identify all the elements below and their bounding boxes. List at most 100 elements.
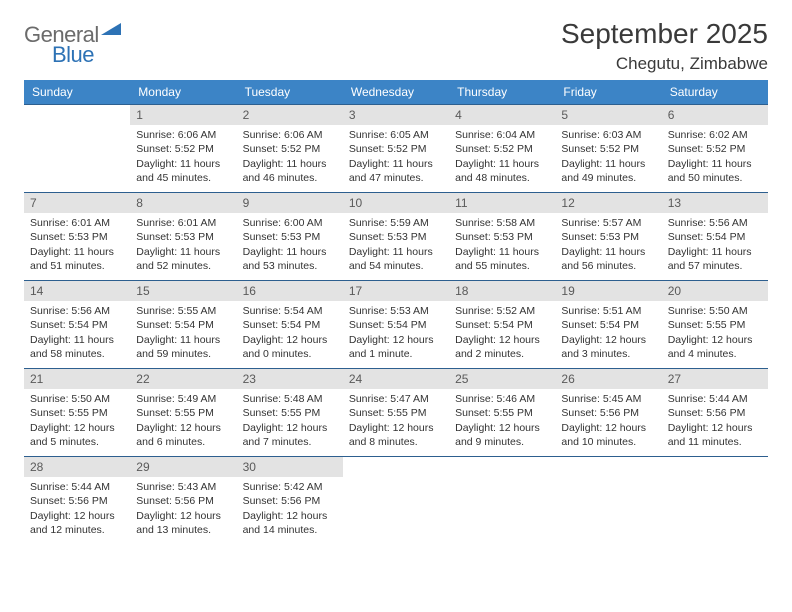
sunrise-line: Sunrise: 5:56 AM (668, 216, 762, 230)
calendar-cell (662, 456, 768, 544)
sunset-line: Sunset: 5:53 PM (243, 230, 337, 244)
sunset-line: Sunset: 5:52 PM (136, 142, 230, 156)
day-info: Sunrise: 5:51 AMSunset: 5:54 PMDaylight:… (555, 301, 661, 365)
day-number: 6 (662, 105, 768, 125)
sunset-line: Sunset: 5:53 PM (30, 230, 124, 244)
day-info: Sunrise: 6:06 AMSunset: 5:52 PMDaylight:… (130, 125, 236, 189)
sunset-line: Sunset: 5:54 PM (668, 230, 762, 244)
day-info: Sunrise: 5:56 AMSunset: 5:54 PMDaylight:… (24, 301, 130, 365)
sunrise-line: Sunrise: 5:44 AM (30, 480, 124, 494)
sunset-line: Sunset: 5:52 PM (455, 142, 549, 156)
calendar-cell: 23Sunrise: 5:48 AMSunset: 5:55 PMDayligh… (237, 368, 343, 456)
day-info: Sunrise: 5:50 AMSunset: 5:55 PMDaylight:… (662, 301, 768, 365)
daylight-line: Daylight: 11 hours and 56 minutes. (561, 245, 655, 273)
day-info: Sunrise: 5:57 AMSunset: 5:53 PMDaylight:… (555, 213, 661, 277)
sunset-line: Sunset: 5:56 PM (668, 406, 762, 420)
calendar-cell: 30Sunrise: 5:42 AMSunset: 5:56 PMDayligh… (237, 456, 343, 544)
day-info: Sunrise: 5:54 AMSunset: 5:54 PMDaylight:… (237, 301, 343, 365)
sunrise-line: Sunrise: 6:06 AM (136, 128, 230, 142)
daylight-line: Daylight: 12 hours and 2 minutes. (455, 333, 549, 361)
day-number: 23 (237, 369, 343, 389)
sunrise-line: Sunrise: 5:49 AM (136, 392, 230, 406)
day-info: Sunrise: 6:01 AMSunset: 5:53 PMDaylight:… (24, 213, 130, 277)
daylight-line: Daylight: 12 hours and 7 minutes. (243, 421, 337, 449)
calendar-cell: 7Sunrise: 6:01 AMSunset: 5:53 PMDaylight… (24, 192, 130, 280)
daylight-line: Daylight: 11 hours and 54 minutes. (349, 245, 443, 273)
sunset-line: Sunset: 5:52 PM (668, 142, 762, 156)
day-info: Sunrise: 5:49 AMSunset: 5:55 PMDaylight:… (130, 389, 236, 453)
sunset-line: Sunset: 5:55 PM (30, 406, 124, 420)
day-number: 10 (343, 193, 449, 213)
calendar-cell: 5Sunrise: 6:03 AMSunset: 5:52 PMDaylight… (555, 104, 661, 192)
day-number: 25 (449, 369, 555, 389)
day-number: 26 (555, 369, 661, 389)
daylight-line: Daylight: 11 hours and 51 minutes. (30, 245, 124, 273)
sunrise-line: Sunrise: 5:52 AM (455, 304, 549, 318)
day-info: Sunrise: 5:56 AMSunset: 5:54 PMDaylight:… (662, 213, 768, 277)
calendar-row: 14Sunrise: 5:56 AMSunset: 5:54 PMDayligh… (24, 280, 768, 368)
daylight-line: Daylight: 12 hours and 6 minutes. (136, 421, 230, 449)
sunrise-line: Sunrise: 6:03 AM (561, 128, 655, 142)
sunrise-line: Sunrise: 5:42 AM (243, 480, 337, 494)
day-number: 14 (24, 281, 130, 301)
sunset-line: Sunset: 5:53 PM (136, 230, 230, 244)
calendar-row: 1Sunrise: 6:06 AMSunset: 5:52 PMDaylight… (24, 104, 768, 192)
daylight-line: Daylight: 12 hours and 10 minutes. (561, 421, 655, 449)
sunrise-line: Sunrise: 5:53 AM (349, 304, 443, 318)
calendar-row: 28Sunrise: 5:44 AMSunset: 5:56 PMDayligh… (24, 456, 768, 544)
calendar-cell: 13Sunrise: 5:56 AMSunset: 5:54 PMDayligh… (662, 192, 768, 280)
sunrise-line: Sunrise: 6:04 AM (455, 128, 549, 142)
sunrise-line: Sunrise: 5:57 AM (561, 216, 655, 230)
sunrise-line: Sunrise: 6:06 AM (243, 128, 337, 142)
day-info: Sunrise: 5:48 AMSunset: 5:55 PMDaylight:… (237, 389, 343, 453)
sunrise-line: Sunrise: 5:51 AM (561, 304, 655, 318)
header: GeneralBlue September 2025 Chegutu, Zimb… (24, 18, 768, 74)
calendar-row: 21Sunrise: 5:50 AMSunset: 5:55 PMDayligh… (24, 368, 768, 456)
day-info: Sunrise: 5:44 AMSunset: 5:56 PMDaylight:… (662, 389, 768, 453)
calendar-cell: 17Sunrise: 5:53 AMSunset: 5:54 PMDayligh… (343, 280, 449, 368)
brand-text-blue: Blue (52, 42, 94, 67)
day-number: 24 (343, 369, 449, 389)
calendar-table: SundayMondayTuesdayWednesdayThursdayFrid… (24, 80, 768, 544)
weekday-header: Thursday (449, 80, 555, 104)
calendar-row: 7Sunrise: 6:01 AMSunset: 5:53 PMDaylight… (24, 192, 768, 280)
day-info: Sunrise: 6:05 AMSunset: 5:52 PMDaylight:… (343, 125, 449, 189)
day-number: 8 (130, 193, 236, 213)
sunset-line: Sunset: 5:53 PM (455, 230, 549, 244)
sunrise-line: Sunrise: 5:44 AM (668, 392, 762, 406)
sunrise-line: Sunrise: 5:50 AM (30, 392, 124, 406)
calendar-cell (24, 104, 130, 192)
weekday-header: Wednesday (343, 80, 449, 104)
sunset-line: Sunset: 5:53 PM (349, 230, 443, 244)
daylight-line: Daylight: 11 hours and 46 minutes. (243, 157, 337, 185)
day-info: Sunrise: 6:04 AMSunset: 5:52 PMDaylight:… (449, 125, 555, 189)
daylight-line: Daylight: 11 hours and 57 minutes. (668, 245, 762, 273)
sunset-line: Sunset: 5:54 PM (455, 318, 549, 332)
day-number: 27 (662, 369, 768, 389)
calendar-cell: 2Sunrise: 6:06 AMSunset: 5:52 PMDaylight… (237, 104, 343, 192)
day-info: Sunrise: 5:58 AMSunset: 5:53 PMDaylight:… (449, 213, 555, 277)
calendar-cell: 19Sunrise: 5:51 AMSunset: 5:54 PMDayligh… (555, 280, 661, 368)
day-info: Sunrise: 6:03 AMSunset: 5:52 PMDaylight:… (555, 125, 661, 189)
calendar-cell: 12Sunrise: 5:57 AMSunset: 5:53 PMDayligh… (555, 192, 661, 280)
calendar-cell: 3Sunrise: 6:05 AMSunset: 5:52 PMDaylight… (343, 104, 449, 192)
calendar-cell: 21Sunrise: 5:50 AMSunset: 5:55 PMDayligh… (24, 368, 130, 456)
sunset-line: Sunset: 5:56 PM (30, 494, 124, 508)
sunset-line: Sunset: 5:52 PM (561, 142, 655, 156)
day-info: Sunrise: 5:43 AMSunset: 5:56 PMDaylight:… (130, 477, 236, 541)
daylight-line: Daylight: 11 hours and 45 minutes. (136, 157, 230, 185)
sunset-line: Sunset: 5:56 PM (136, 494, 230, 508)
sunset-line: Sunset: 5:54 PM (136, 318, 230, 332)
day-number: 11 (449, 193, 555, 213)
sunset-line: Sunset: 5:53 PM (561, 230, 655, 244)
sunrise-line: Sunrise: 5:59 AM (349, 216, 443, 230)
day-number: 22 (130, 369, 236, 389)
day-info: Sunrise: 5:53 AMSunset: 5:54 PMDaylight:… (343, 301, 449, 365)
day-info: Sunrise: 6:02 AMSunset: 5:52 PMDaylight:… (662, 125, 768, 189)
daylight-line: Daylight: 12 hours and 3 minutes. (561, 333, 655, 361)
calendar-cell: 6Sunrise: 6:02 AMSunset: 5:52 PMDaylight… (662, 104, 768, 192)
location-label: Chegutu, Zimbabwe (561, 54, 768, 74)
day-number: 18 (449, 281, 555, 301)
day-number: 13 (662, 193, 768, 213)
day-info: Sunrise: 5:50 AMSunset: 5:55 PMDaylight:… (24, 389, 130, 453)
